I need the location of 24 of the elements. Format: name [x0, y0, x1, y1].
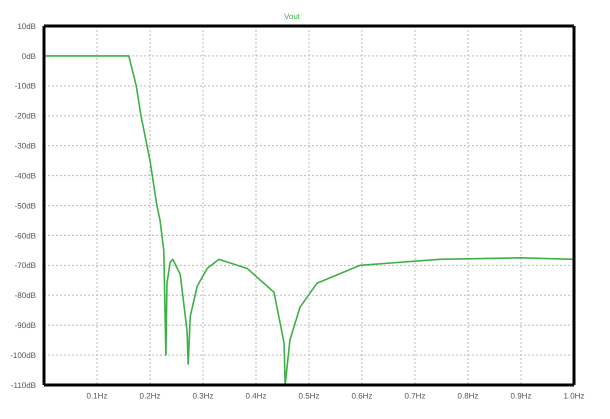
y-tick-label: 10dB — [17, 22, 36, 31]
y-tick-label: -80dB — [14, 291, 36, 300]
y-tick-label: -10dB — [14, 82, 36, 91]
x-tick-label: 0.3Hz — [192, 392, 214, 401]
y-tick-label: 0dB — [22, 52, 36, 61]
y-tick-label: -100dB — [10, 350, 36, 360]
y-tick-label: -90dB — [14, 321, 36, 330]
y-tick-label: -30dB — [14, 142, 36, 151]
y-tick-label: -40dB — [14, 171, 36, 180]
x-tick-label: 1.0Hz — [564, 392, 584, 401]
y-tick-label: -70dB — [14, 261, 36, 270]
text: Vout — [284, 12, 300, 21]
y-tick-label: -50dB — [14, 201, 36, 210]
x-tick-label: 0.2Hz — [140, 392, 160, 401]
y-tick-label: -60dB — [14, 231, 36, 240]
x-tick-label: 0.9Hz — [510, 392, 532, 401]
y-tick-label: -20dB — [14, 112, 36, 121]
x-tick-label: 0.7Hz — [404, 392, 426, 401]
x-tick-label: 0.8Hz — [458, 392, 478, 401]
y-tick-label: -110dB — [10, 380, 36, 390]
x-tick-label: 0.5Hz — [298, 392, 320, 401]
x-tick-label: 0.6Hz — [352, 392, 372, 401]
x-tick-label: 0.4Hz — [246, 392, 266, 401]
x-tick-label: 0.1Hz — [86, 392, 108, 401]
